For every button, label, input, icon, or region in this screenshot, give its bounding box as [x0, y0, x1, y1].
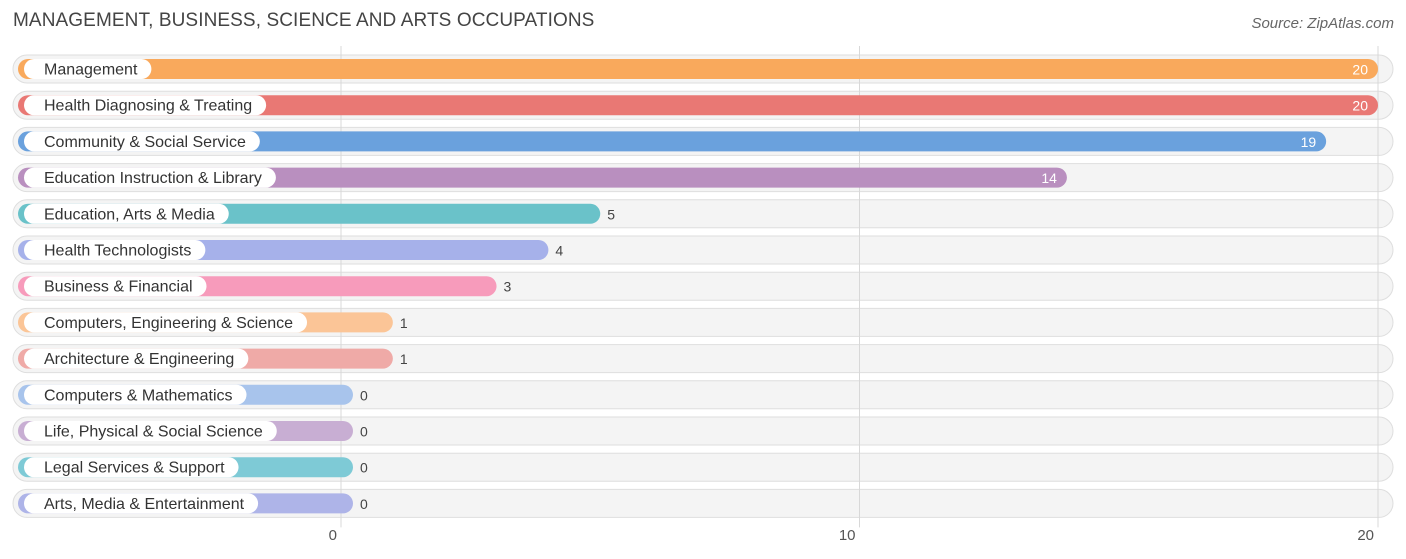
- label-pill: [24, 203, 229, 224]
- label-pill: [24, 131, 260, 152]
- category-label: Architecture & Engineering: [44, 351, 234, 368]
- label-pill: [24, 276, 207, 297]
- category-label: Community & Social Service: [44, 134, 246, 151]
- bar-group: Computers & Mathematics 0: [18, 384, 368, 405]
- bar-group: Computers, Engineering & Science 1: [18, 312, 408, 333]
- label-pill: [24, 348, 249, 369]
- label-pill: [24, 493, 259, 514]
- category-label: Health Technologists: [44, 243, 191, 260]
- category-label: Business & Financial: [44, 279, 193, 296]
- category-label: Legal Services & Support: [44, 460, 225, 477]
- value-label: 20: [1352, 62, 1368, 78]
- x-tick-label: 0: [329, 527, 337, 544]
- value-label: 0: [360, 460, 368, 476]
- bar: [18, 167, 1067, 188]
- label-pill: [24, 421, 277, 441]
- label-pill: [24, 312, 308, 333]
- bar-group: Architecture & Engineering 1: [18, 348, 408, 369]
- value-label: 3: [504, 279, 512, 295]
- bar-group: Education Instruction & Library 14: [18, 167, 1067, 188]
- label-pill: [24, 167, 276, 188]
- row-background: [12, 488, 1394, 518]
- category-label: Arts, Media & Entertainment: [44, 496, 245, 513]
- bar: [18, 59, 1378, 79]
- category-label: Life, Physical & Social Science: [44, 424, 263, 441]
- label-pill: [24, 240, 206, 260]
- bar-group: Community & Social Service 19: [18, 131, 1327, 152]
- value-label: 1: [400, 315, 408, 331]
- bar-group: Legal Services & Support 0: [18, 457, 368, 478]
- bar-group: Education, Arts & Media 5: [18, 203, 615, 224]
- bar-group: Business & Financial 3: [18, 276, 512, 297]
- x-tick-label: 20: [1357, 527, 1374, 544]
- bar: [18, 131, 1327, 152]
- value-label: 19: [1301, 134, 1317, 150]
- category-label: Computers, Engineering & Science: [44, 315, 293, 332]
- category-label: Computers & Mathematics: [44, 387, 233, 404]
- category-label: Education Instruction & Library: [44, 170, 262, 187]
- bar-group: Health Diagnosing & Treating 20: [18, 95, 1378, 116]
- label-pill: [24, 457, 239, 478]
- category-label: Education, Arts & Media: [44, 206, 215, 223]
- value-label: 0: [360, 496, 368, 512]
- label-pill: [24, 384, 247, 405]
- value-label: 14: [1041, 170, 1057, 186]
- bar-group: Life, Physical & Social Science 0: [18, 421, 368, 441]
- value-label: 4: [555, 243, 563, 259]
- category-label: Management: [44, 62, 138, 79]
- row-background: [12, 416, 1394, 446]
- label-pill: [24, 95, 267, 116]
- label-pill: [24, 59, 152, 79]
- value-label: 5: [607, 206, 615, 222]
- row-background: [12, 380, 1394, 410]
- value-label: 20: [1352, 98, 1368, 114]
- category-label: Health Diagnosing & Treating: [44, 98, 252, 115]
- value-label: 0: [360, 424, 368, 440]
- bar: [18, 95, 1378, 116]
- value-label: 0: [360, 387, 368, 403]
- x-tick-label: 10: [839, 527, 856, 544]
- source-label: Source: ZipAtlas.com: [1251, 15, 1394, 32]
- row-background: [12, 452, 1394, 482]
- chart-title: MANAGEMENT, BUSINESS, SCIENCE AND ARTS O…: [13, 10, 595, 31]
- bar-group: Health Technologists 4: [18, 240, 563, 260]
- bar-group: Management 20: [18, 59, 1378, 79]
- value-label: 1: [400, 351, 408, 367]
- bar-group: Arts, Media & Entertainment 0: [18, 493, 368, 514]
